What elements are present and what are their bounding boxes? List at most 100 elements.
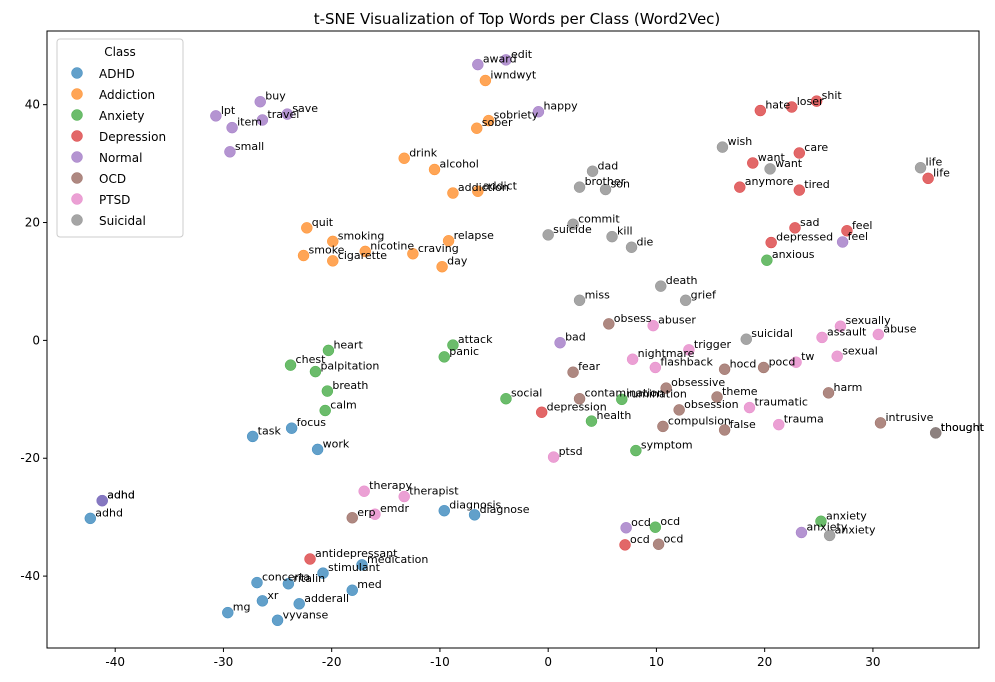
data-point bbox=[346, 584, 359, 596]
data-point bbox=[284, 359, 297, 371]
data-point bbox=[810, 95, 823, 107]
point-label: diagnose bbox=[480, 503, 530, 516]
data-point bbox=[716, 141, 729, 153]
data-point bbox=[836, 236, 849, 248]
point-label: obsession bbox=[684, 398, 738, 411]
data-point bbox=[542, 229, 554, 241]
point-label: abuser bbox=[658, 314, 696, 327]
data-point bbox=[442, 235, 455, 247]
point-label: traumatic bbox=[755, 396, 808, 409]
data-point bbox=[447, 339, 459, 351]
data-point bbox=[603, 318, 615, 330]
data-point bbox=[398, 490, 410, 503]
point-label: thought bbox=[941, 421, 985, 434]
data-point bbox=[309, 365, 322, 378]
data-point bbox=[472, 58, 484, 71]
legend-entry: OCD bbox=[99, 172, 126, 186]
x-tick-label: 20 bbox=[757, 655, 772, 669]
point-label: sad bbox=[800, 216, 819, 229]
data-point bbox=[630, 444, 642, 457]
data-point bbox=[789, 222, 801, 234]
data-point bbox=[317, 567, 329, 579]
data-points bbox=[84, 54, 942, 627]
point-label: work bbox=[323, 437, 350, 450]
point-label: travel bbox=[267, 108, 299, 121]
point-label: vyvanse bbox=[283, 608, 329, 621]
point-label: medication bbox=[367, 553, 428, 566]
point-label: shit bbox=[822, 89, 843, 102]
data-point bbox=[626, 353, 639, 365]
data-point bbox=[319, 404, 331, 417]
y-axis: -40 -20 0 20 40 bbox=[20, 98, 47, 583]
data-point bbox=[795, 526, 808, 539]
point-label: assault bbox=[827, 325, 867, 338]
data-point bbox=[256, 114, 269, 126]
data-point bbox=[282, 578, 295, 590]
legend-entry: Normal bbox=[99, 151, 142, 165]
data-point bbox=[874, 417, 887, 429]
point-label: buy bbox=[265, 90, 286, 103]
point-label: mg bbox=[233, 601, 251, 614]
data-point bbox=[547, 451, 560, 463]
point-label: happy bbox=[543, 100, 578, 113]
point-label: palpitation bbox=[320, 360, 379, 373]
data-point bbox=[711, 391, 723, 403]
data-point bbox=[327, 235, 339, 248]
point-label: life bbox=[933, 166, 950, 179]
data-point bbox=[761, 254, 773, 266]
x-tick-label: -20 bbox=[322, 655, 342, 669]
data-point bbox=[327, 255, 339, 267]
data-point bbox=[447, 187, 459, 199]
y-tick-label: 40 bbox=[25, 98, 40, 112]
data-point bbox=[500, 392, 512, 405]
point-label: sobriety bbox=[494, 109, 539, 122]
data-point bbox=[872, 328, 885, 341]
legend-entry: Depression bbox=[99, 130, 166, 144]
point-label: anxiety bbox=[835, 523, 876, 536]
point-label: anxiety bbox=[826, 509, 867, 522]
data-point bbox=[407, 248, 419, 260]
x-tick-label: -30 bbox=[214, 655, 234, 669]
x-tick-label: 10 bbox=[649, 655, 664, 669]
data-point bbox=[649, 361, 662, 374]
legend-marker bbox=[71, 130, 83, 142]
point-label: small bbox=[235, 140, 264, 153]
point-label: hate bbox=[765, 99, 790, 112]
data-point bbox=[573, 181, 586, 193]
point-label: heart bbox=[333, 338, 363, 351]
point-label: obsessive bbox=[671, 376, 725, 389]
data-point bbox=[754, 104, 767, 117]
point-label: alcohol bbox=[440, 157, 479, 170]
data-point bbox=[649, 521, 662, 533]
point-label: adhd bbox=[107, 489, 135, 502]
point-label: relapse bbox=[454, 229, 495, 242]
point-label: iwndwyt bbox=[490, 69, 537, 82]
data-point bbox=[84, 512, 97, 525]
point-label: anxious bbox=[772, 248, 815, 261]
data-point bbox=[683, 344, 695, 356]
data-point bbox=[625, 241, 638, 254]
point-label: contamination bbox=[585, 387, 664, 400]
data-point bbox=[321, 385, 334, 397]
data-point bbox=[655, 280, 667, 292]
data-point bbox=[914, 161, 927, 174]
data-point bbox=[254, 95, 266, 108]
point-label: craving bbox=[418, 242, 459, 255]
y-tick-label: 20 bbox=[25, 216, 40, 230]
point-label: depression bbox=[547, 400, 607, 413]
data-point bbox=[251, 576, 263, 589]
data-point bbox=[356, 559, 368, 571]
data-point bbox=[436, 260, 448, 273]
data-point bbox=[772, 418, 785, 431]
point-label: pocd bbox=[769, 355, 796, 368]
point-label: theme bbox=[722, 385, 758, 398]
data-point bbox=[224, 146, 236, 158]
data-point bbox=[929, 427, 942, 439]
point-label: xr bbox=[267, 589, 279, 602]
point-label: tired bbox=[804, 178, 829, 191]
data-point bbox=[256, 595, 269, 607]
point-label: ocd bbox=[660, 515, 680, 528]
data-point bbox=[785, 101, 798, 113]
data-point bbox=[815, 515, 827, 528]
